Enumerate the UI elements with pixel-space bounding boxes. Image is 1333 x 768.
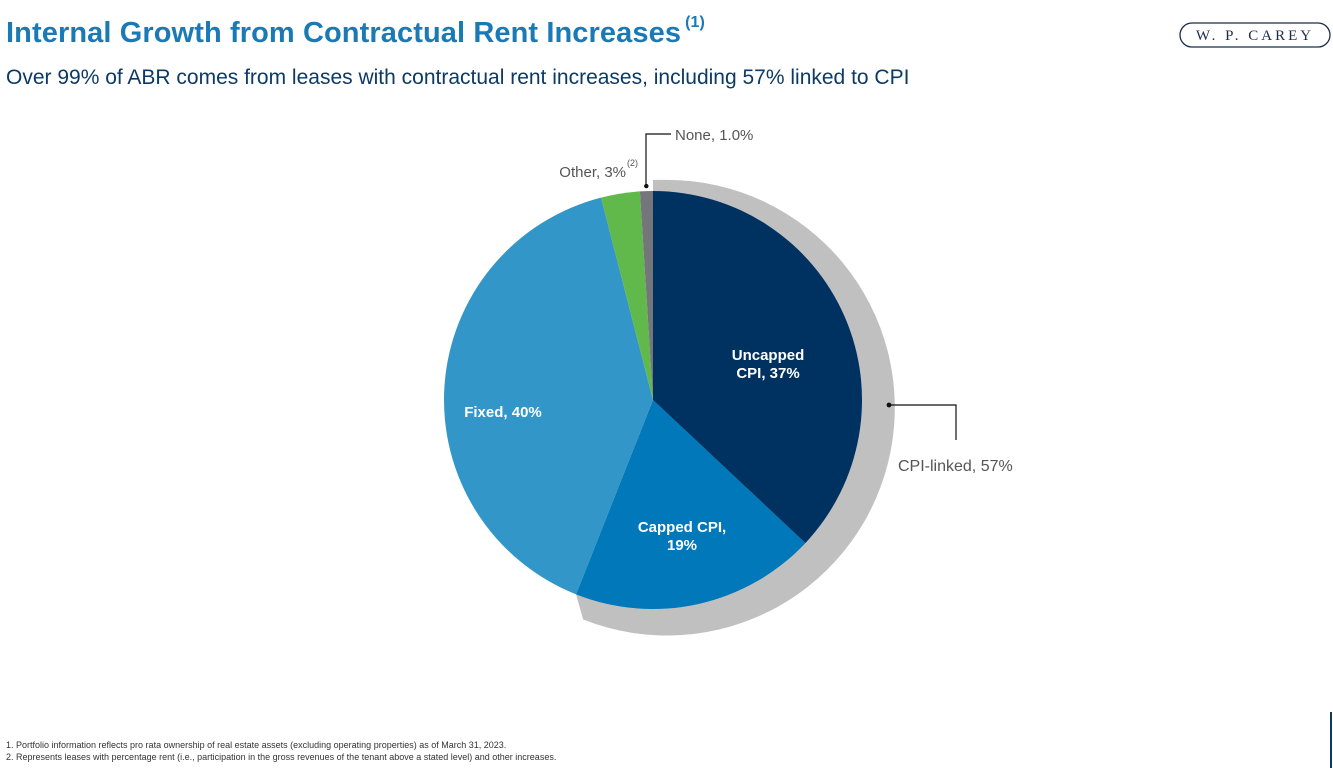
slice-label-other: Other, 3% — [559, 164, 626, 181]
pie-slice-uncapped-cpi — [653, 191, 862, 544]
pie-slices-layer — [444, 191, 862, 610]
cpi-linked-leader-line — [889, 404, 957, 440]
page-subtitle: Over 99% of ABR comes from leases with c… — [6, 66, 910, 89]
footnote-2: 2. Represents leases with percentage ren… — [6, 752, 557, 762]
pie-slice-none — [639, 191, 653, 400]
slice-label-capped-cpi: Capped CPI, 19% — [638, 519, 726, 554]
none-leader-line — [645, 133, 671, 187]
company-logo: W. P. CAREY — [1179, 22, 1331, 48]
logo-ellipse — [1179, 22, 1331, 48]
pie-slice-capped-cpi — [576, 400, 806, 610]
pie-slice-fixed — [444, 197, 653, 595]
slice-label-none: None, 1.0% — [675, 127, 753, 144]
title-footnote-marker: (1) — [685, 14, 705, 32]
pie-labels-layer: Uncapped CPI, 37% Capped CPI, 19% Fixed, 40%… — [464, 127, 1012, 554]
pie-slice-other — [601, 191, 653, 400]
cpi-linked-label: CPI-linked, 57% — [898, 458, 1013, 475]
slice-label-fixed: Fixed, 40% — [464, 404, 542, 421]
footnotes: 1. Portfolio information reflects pro ra… — [6, 739, 556, 763]
footnote-1: 1. Portfolio information reflects pro ra… — [6, 740, 507, 750]
page-title-text: Internal Growth from Contractual Rent In… — [6, 17, 682, 49]
slice-label-uncapped-cpi: Uncapped CPI, 37% — [732, 347, 805, 382]
none-leader-dot — [644, 183, 649, 189]
edge-rule — [1330, 712, 1332, 768]
slice-label-other-note: (2) — [627, 158, 638, 168]
page-title: Internal Growth from Contractual Rent In… — [6, 14, 705, 50]
cpi-linked-leader-dot — [886, 402, 892, 408]
logo-text: W. P. CAREY — [1196, 28, 1314, 44]
